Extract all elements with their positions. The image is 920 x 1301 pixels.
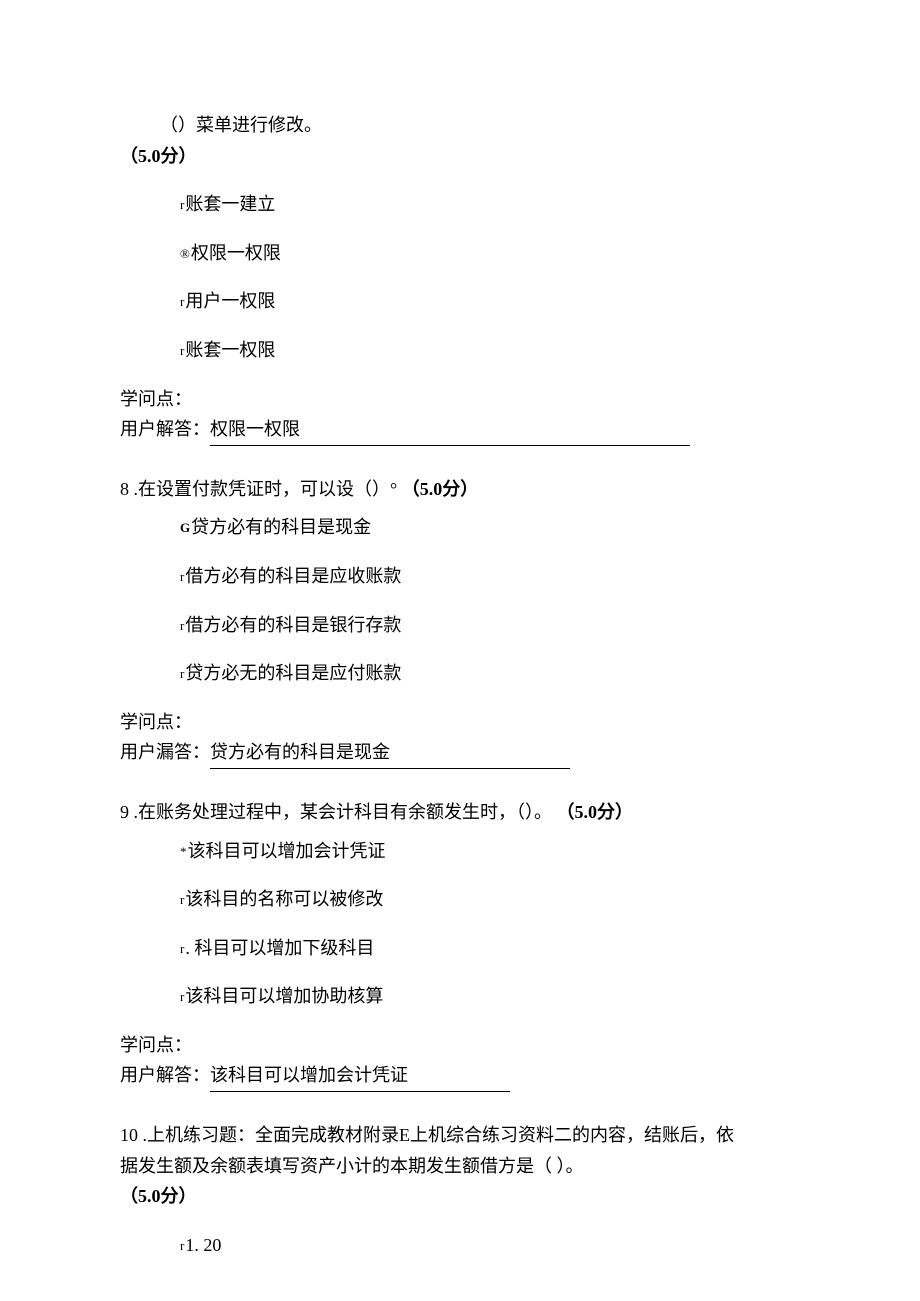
user-answer-value: 该科目可以增加会计凭证 [210,1060,510,1092]
q7-points-label: （5.0分） [120,146,197,166]
q9-points-label: （5.0分） [557,802,634,822]
q8-answer-block: 学问点： 用户漏答：贷方必有的科目是现金 [120,707,800,769]
radio-icon: r [180,941,184,956]
option-text: 1. 20 [185,1235,221,1255]
radio-icon: r [180,294,184,309]
q9-option[interactable]: r. 科目可以增加下级科目 [120,933,800,964]
option-text: 用户一权限 [185,291,275,311]
q8-points-label: （5.0分） [402,479,479,499]
user-answer-label: 用户解答： [120,1060,210,1091]
q8-option[interactable]: r借方必有的科目是应收账款 [120,561,800,592]
q7-answer-block: 学问点： 用户解答：权限一权限 [120,384,800,446]
user-answer-label: 用户漏答： [120,737,210,768]
question-text: .上机练习题：全面完成教材附录E上机综合练习资料二的内容，结账后，依 [143,1125,735,1145]
knowledge-point-label: 学问点： [120,384,800,415]
option-text: 该科目的名称可以被修改 [185,889,383,909]
option-text: 贷方必无的科目是应付账款 [185,663,401,683]
radio-icon: r [180,343,184,358]
question-text: .在设置付款凭证时，可以设（）° [134,479,402,499]
radio-icon: * [180,844,187,859]
option-text: . 科目可以增加下级科目 [185,938,374,958]
radio-icon: r [180,989,184,1004]
q9-stem: 9 .在账务处理过程中，某会计科目有余额发生时，（）。 （5.0分） [120,797,800,828]
q7-option[interactable]: ®权限一权限 [120,238,800,269]
radio-icon: r [180,197,184,212]
q8-stem: 8 .在设置付款凭证时，可以设（）° （5.0分） [120,474,800,505]
option-text: 借方必有的科目是银行存款 [185,615,401,635]
q10-stem-line1: 10 .上机练习题：全面完成教材附录E上机综合练习资料二的内容，结账后，依 [120,1120,800,1151]
q7-stem: （）菜单进行修改。 [120,110,800,141]
option-text: 账套一权限 [185,340,275,360]
question-text: .在账务处理过程中，某会计科目有余额发生时，（）。 [134,802,557,822]
q8-option[interactable]: r借方必有的科目是银行存款 [120,610,800,641]
q9-option[interactable]: *该科目可以增加会计凭证 [120,836,800,867]
q9-option[interactable]: r该科目的名称可以被修改 [120,884,800,915]
q10-stem-line2: 据发生额及余额表填写资产小计的本期发生额借方是（ ）。 [120,1151,800,1182]
user-answer-value: 贷方必有的科目是现金 [210,737,570,769]
radio-icon: G [180,520,190,535]
option-text: 该科目可以增加协助核算 [185,986,383,1006]
option-text: 贷方必有的科目是现金 [191,517,371,537]
radio-icon: r [180,666,184,681]
q10-points: （5.0分） [120,1181,800,1212]
q8-option[interactable]: r贷方必无的科目是应付账款 [120,658,800,689]
q7-option[interactable]: r账套一权限 [120,335,800,366]
knowledge-point-label: 学问点： [120,1030,800,1061]
question-number: 8 [120,479,134,499]
user-answer-label: 用户解答： [120,414,210,445]
option-text: 权限一权限 [191,243,281,263]
radio-icon: r [180,618,184,633]
q10-points-label: （5.0分） [120,1186,197,1206]
q7-option[interactable]: r账套一建立 [120,189,800,220]
question-number: 9 [120,802,134,822]
q9-option[interactable]: r该科目可以增加协助核算 [120,981,800,1012]
option-text: 该科目可以增加会计凭证 [188,841,386,861]
question-number: 10 [120,1125,143,1145]
q10-option[interactable]: r1. 20 [120,1230,800,1261]
q8-option[interactable]: G贷方必有的科目是现金 [120,512,800,543]
radio-icon: ® [180,246,190,261]
q7-option[interactable]: r用户一权限 [120,286,800,317]
q7-points: （5.0分） [120,141,800,172]
radio-icon: r [180,569,184,584]
user-answer-value: 权限一权限 [210,414,690,446]
option-text: 借方必有的科目是应收账款 [185,566,401,586]
option-text: 账套一建立 [185,194,275,214]
radio-icon: r [180,892,184,907]
q9-answer-block: 学问点： 用户解答：该科目可以增加会计凭证 [120,1030,800,1092]
knowledge-point-label: 学问点： [120,707,800,738]
radio-icon: r [180,1238,184,1253]
